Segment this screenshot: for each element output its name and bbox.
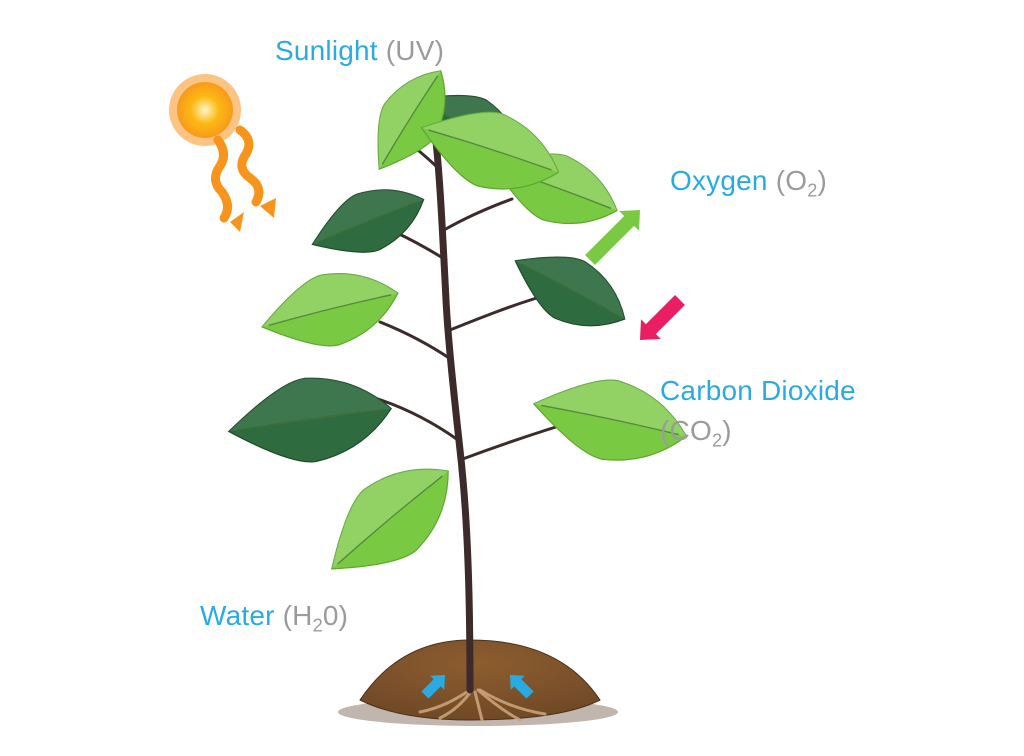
photosynthesis-diagram: Sunlight (UV) Oxygen (O2) Carbon Dioxide… [0,0,1024,756]
label-co2-formula-line: (CO2) [660,415,732,451]
label-oxygen-name: Oxygen [670,165,768,196]
label-co2-formula: (CO2) [660,415,732,446]
label-sunlight-formula: (UV) [386,35,444,66]
label-water-formula: (H20) [283,600,349,631]
label-oxygen-formula: (O2) [776,165,827,196]
label-co2-name: Carbon Dioxide [660,375,856,406]
label-water-name: Water [200,600,275,631]
label-oxygen: Oxygen (O2) [670,165,827,201]
label-sunlight-name: Sunlight [275,35,378,66]
label-sunlight: Sunlight (UV) [275,35,444,67]
label-water: Water (H20) [200,600,348,636]
diagram-svg [0,0,1024,756]
label-co2: Carbon Dioxide [660,375,856,407]
